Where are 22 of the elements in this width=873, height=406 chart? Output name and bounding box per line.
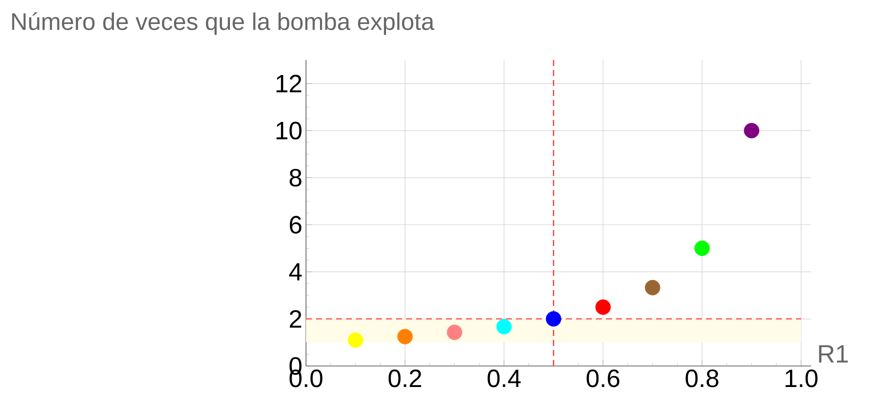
y-tick-label: 4 (289, 263, 302, 280)
x-tick-label: 0.8 (686, 370, 718, 388)
point (644, 280, 660, 296)
y-tick-label: 10 (276, 122, 302, 140)
point (546, 311, 562, 327)
y-tick-label: 6 (290, 216, 302, 234)
y-tick-label: 12 (276, 74, 302, 92)
x-tick-label: 0.6 (586, 370, 620, 388)
y-tick-label: 2 (290, 310, 302, 328)
y-axis-title: Número de veces que la bomba explota (12, 12, 434, 35)
point (348, 332, 364, 348)
x-tick-label: 1.0 (786, 370, 818, 388)
point (694, 240, 710, 256)
point (496, 318, 512, 334)
x-tick-label: 0.4 (488, 370, 521, 388)
point (446, 324, 462, 340)
x-tick-label: 0.2 (388, 370, 422, 388)
point (595, 299, 611, 315)
point (744, 122, 760, 138)
point (397, 328, 413, 344)
y-tick-label: 8 (290, 168, 302, 187)
x-axis-title: R1 (819, 345, 848, 362)
